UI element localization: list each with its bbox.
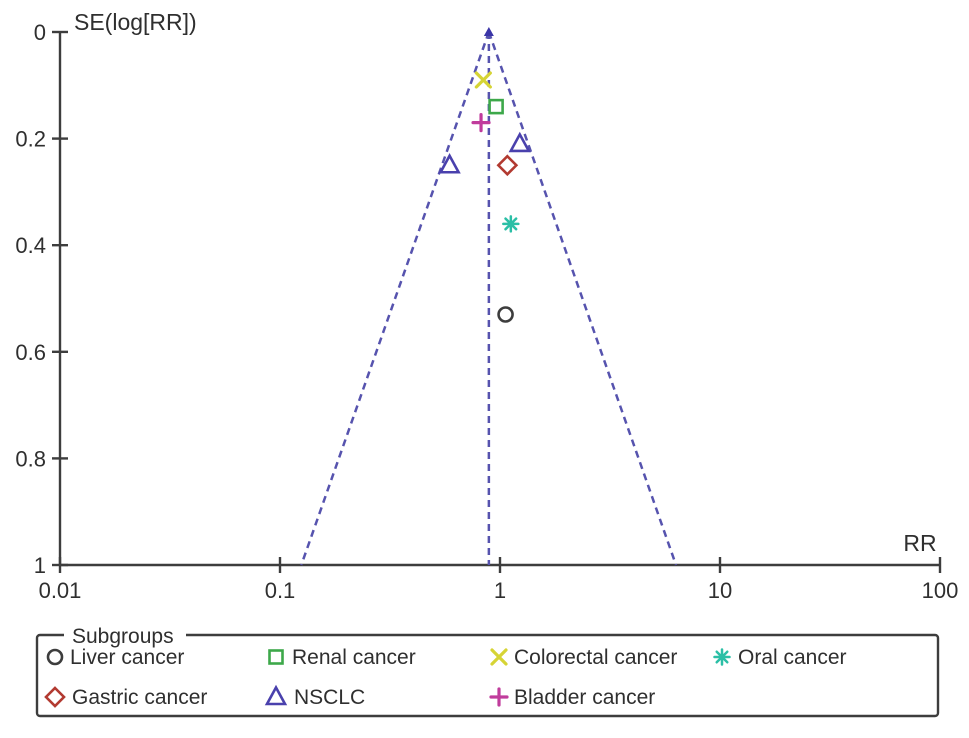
circle-marker-shape: [46, 648, 64, 666]
legend-title-backing: [64, 624, 186, 646]
y-tick-label: 0.4: [15, 233, 46, 258]
asterisk-marker-shape: [713, 648, 731, 666]
x-marker-shape: [474, 71, 492, 89]
legend-item-label: NSCLC: [294, 686, 365, 709]
legend: Subgroups Liver cancer Renal cancer Colo…: [35, 624, 940, 718]
x-tick-label: 0.1: [265, 578, 296, 603]
triangle-marker-shape: [264, 684, 288, 706]
funnel-apex-marker: [483, 27, 494, 36]
asterisk-marker-shape: [502, 215, 520, 233]
funnel-confidence-lines: [300, 27, 678, 566]
legend-title: Subgroups: [72, 625, 174, 648]
x-tick-label: 1: [494, 578, 506, 603]
triangle-marker-shape: [508, 131, 531, 153]
legend-item-colorectal-cancer: Colorectal cancer: [490, 646, 677, 669]
legend-item-nsclc: NSCLC: [264, 684, 365, 709]
y-tick-label: 0.8: [15, 446, 46, 471]
x-marker-shape: [490, 648, 508, 666]
y-tick-label: 0.6: [15, 340, 46, 365]
plus-marker-icon: [489, 687, 509, 707]
legend-item-label: Renal cancer: [292, 646, 416, 669]
legend-item-gastric-cancer: Gastric cancer: [44, 686, 207, 709]
square-marker-shape: [268, 649, 284, 665]
square-marker-icon: [268, 649, 284, 665]
x-tick-label: 100: [922, 578, 959, 603]
triangle-marker-shape: [438, 153, 461, 174]
triangle-marker-icon: [264, 684, 288, 706]
legend-item-label: Oral cancer: [738, 646, 847, 669]
legend-border: [35, 633, 940, 718]
funnel-right-line: [487, 31, 678, 566]
diamond-marker-shape: [44, 686, 66, 708]
x-axis-title: RR: [903, 530, 936, 556]
circle-marker-icon: [46, 648, 64, 666]
legend-item-liver-cancer: Liver cancer: [46, 646, 184, 669]
y-axis-title: SE(log[RR]): [74, 9, 197, 35]
x-tick-label: 0.01: [39, 578, 82, 603]
circle-marker-shape: [497, 306, 514, 323]
data-points: [438, 71, 531, 323]
y-tick-label: 1: [34, 553, 46, 578]
legend-item-renal-cancer: Renal cancer: [268, 646, 416, 669]
x-axis-ticks: 0.01 0.1 1 10 100: [39, 557, 959, 603]
legend-item-label: Gastric cancer: [72, 686, 207, 709]
square-marker-shape: [488, 98, 504, 115]
asterisk-marker-icon: [713, 648, 731, 666]
y-axis-ticks: 0 0.2 0.4 0.6 0.8 1: [15, 20, 68, 578]
legend-item-label: Bladder cancer: [514, 686, 655, 709]
legend-item-oral-cancer: Oral cancer: [713, 646, 847, 669]
legend-item-bladder-cancer: Bladder cancer: [489, 686, 655, 709]
y-tick-label: 0.2: [15, 127, 46, 152]
diamond-marker-shape: [496, 154, 519, 177]
legend-item-label: Colorectal cancer: [514, 646, 677, 669]
legend-item-label: Liver cancer: [70, 646, 184, 669]
x-tick-label: 10: [708, 578, 732, 603]
x-marker-icon: [490, 648, 508, 666]
diamond-marker-icon: [44, 686, 66, 708]
plus-marker-shape: [471, 113, 491, 133]
y-tick-label: 0: [34, 20, 46, 45]
funnel-left-line: [300, 31, 491, 566]
plus-marker-shape: [489, 687, 509, 707]
